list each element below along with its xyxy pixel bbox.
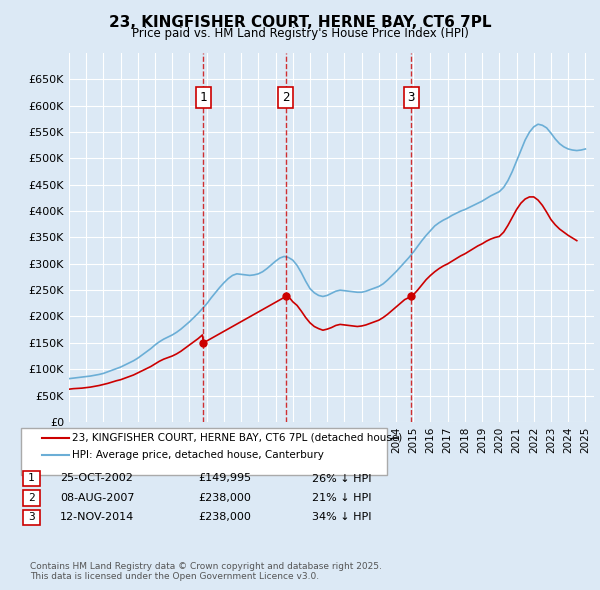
Text: 3: 3 bbox=[407, 91, 415, 104]
Text: £238,000: £238,000 bbox=[198, 513, 251, 522]
Text: 21% ↓ HPI: 21% ↓ HPI bbox=[312, 493, 371, 503]
Text: 2: 2 bbox=[282, 91, 290, 104]
Text: £238,000: £238,000 bbox=[198, 493, 251, 503]
Text: £149,995: £149,995 bbox=[198, 474, 251, 483]
Text: Contains HM Land Registry data © Crown copyright and database right 2025.
This d: Contains HM Land Registry data © Crown c… bbox=[30, 562, 382, 581]
Text: 12-NOV-2014: 12-NOV-2014 bbox=[60, 513, 134, 522]
Text: Price paid vs. HM Land Registry's House Price Index (HPI): Price paid vs. HM Land Registry's House … bbox=[131, 27, 469, 40]
Text: 34% ↓ HPI: 34% ↓ HPI bbox=[312, 513, 371, 522]
Text: 3: 3 bbox=[28, 513, 35, 522]
Text: 26% ↓ HPI: 26% ↓ HPI bbox=[312, 474, 371, 483]
Text: 25-OCT-2002: 25-OCT-2002 bbox=[60, 474, 133, 483]
Text: 1: 1 bbox=[200, 91, 207, 104]
Text: HPI: Average price, detached house, Canterbury: HPI: Average price, detached house, Cant… bbox=[72, 451, 324, 460]
Text: 23, KINGFISHER COURT, HERNE BAY, CT6 7PL: 23, KINGFISHER COURT, HERNE BAY, CT6 7PL bbox=[109, 15, 491, 30]
Text: 1: 1 bbox=[28, 474, 35, 483]
Text: 23, KINGFISHER COURT, HERNE BAY, CT6 7PL (detached house): 23, KINGFISHER COURT, HERNE BAY, CT6 7PL… bbox=[72, 433, 402, 442]
Text: 08-AUG-2007: 08-AUG-2007 bbox=[60, 493, 134, 503]
Text: 2: 2 bbox=[28, 493, 35, 503]
